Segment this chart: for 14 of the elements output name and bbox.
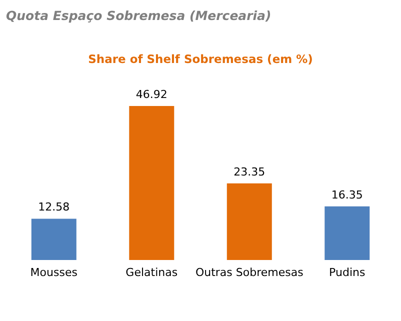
data-label: 23.35 <box>234 165 266 178</box>
bar <box>31 218 76 260</box>
bar <box>129 106 174 260</box>
x-tick-label: Outras Sobremesas <box>195 266 304 279</box>
bar <box>324 206 370 260</box>
x-tick-label: Mousses <box>30 266 78 279</box>
data-label: 12.58 <box>38 200 70 214</box>
data-label: 46.92 <box>136 88 168 101</box>
bar <box>226 183 272 260</box>
x-tick-label: Gelatinas <box>126 266 178 279</box>
chart-subtitle: Share of Shelf Sobremesas (em %) <box>87 52 314 66</box>
chart-title: Quota Espaço Sobremesa (Mercearia) <box>6 8 272 23</box>
data-label: 16.35 <box>331 188 363 202</box>
x-tick-label: Pudins <box>329 266 366 279</box>
